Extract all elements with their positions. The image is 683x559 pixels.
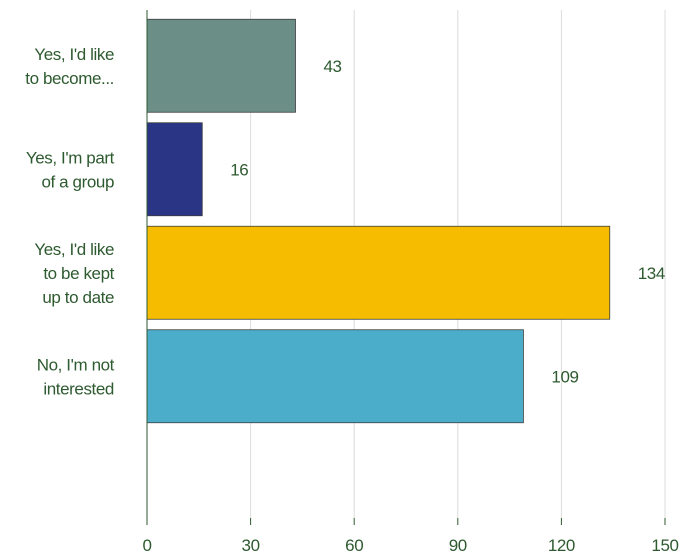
data-label: 109 [551, 367, 578, 386]
data-label: 43 [323, 57, 341, 76]
bar [146, 18, 296, 113]
category-label-line: No, I'm not [37, 355, 115, 374]
label-layer: 0 30 60 90 120 150 43 Yes, I'd like to become...… [25, 45, 679, 555]
category-label-line: Yes, I'm part [26, 148, 115, 167]
bar [146, 225, 611, 320]
category-label-line: interested [43, 379, 114, 398]
category-label-line: to become... [25, 69, 114, 88]
category-label: Yes, I'd like to be kept up to date [34, 240, 114, 307]
category-label-line: of a group [41, 172, 114, 191]
data-label: 16 [230, 160, 248, 179]
x-tick-label: 0 [142, 536, 151, 555]
x-tick-label: 150 [651, 536, 678, 555]
category-label-line: Yes, I'd like [34, 240, 114, 259]
x-tick-label: 60 [345, 536, 363, 555]
bar [146, 329, 524, 424]
category-label: Yes, I'd like to become... [25, 45, 114, 88]
category-label-line: to be kept [43, 264, 114, 283]
category-label-line: Yes, I'd like [34, 45, 114, 64]
category-label: Yes, I'm part of a group [26, 148, 115, 191]
bar [146, 122, 203, 217]
x-tick-label: 90 [449, 536, 467, 555]
data-label: 134 [638, 264, 665, 283]
axis-layer [146, 10, 666, 525]
category-label-line: up to date [42, 288, 114, 307]
x-tick-label: 30 [242, 536, 260, 555]
category-label: No, I'm not interested [37, 355, 115, 398]
bar-layer [146, 18, 611, 424]
x-tick-label: 120 [548, 536, 575, 555]
